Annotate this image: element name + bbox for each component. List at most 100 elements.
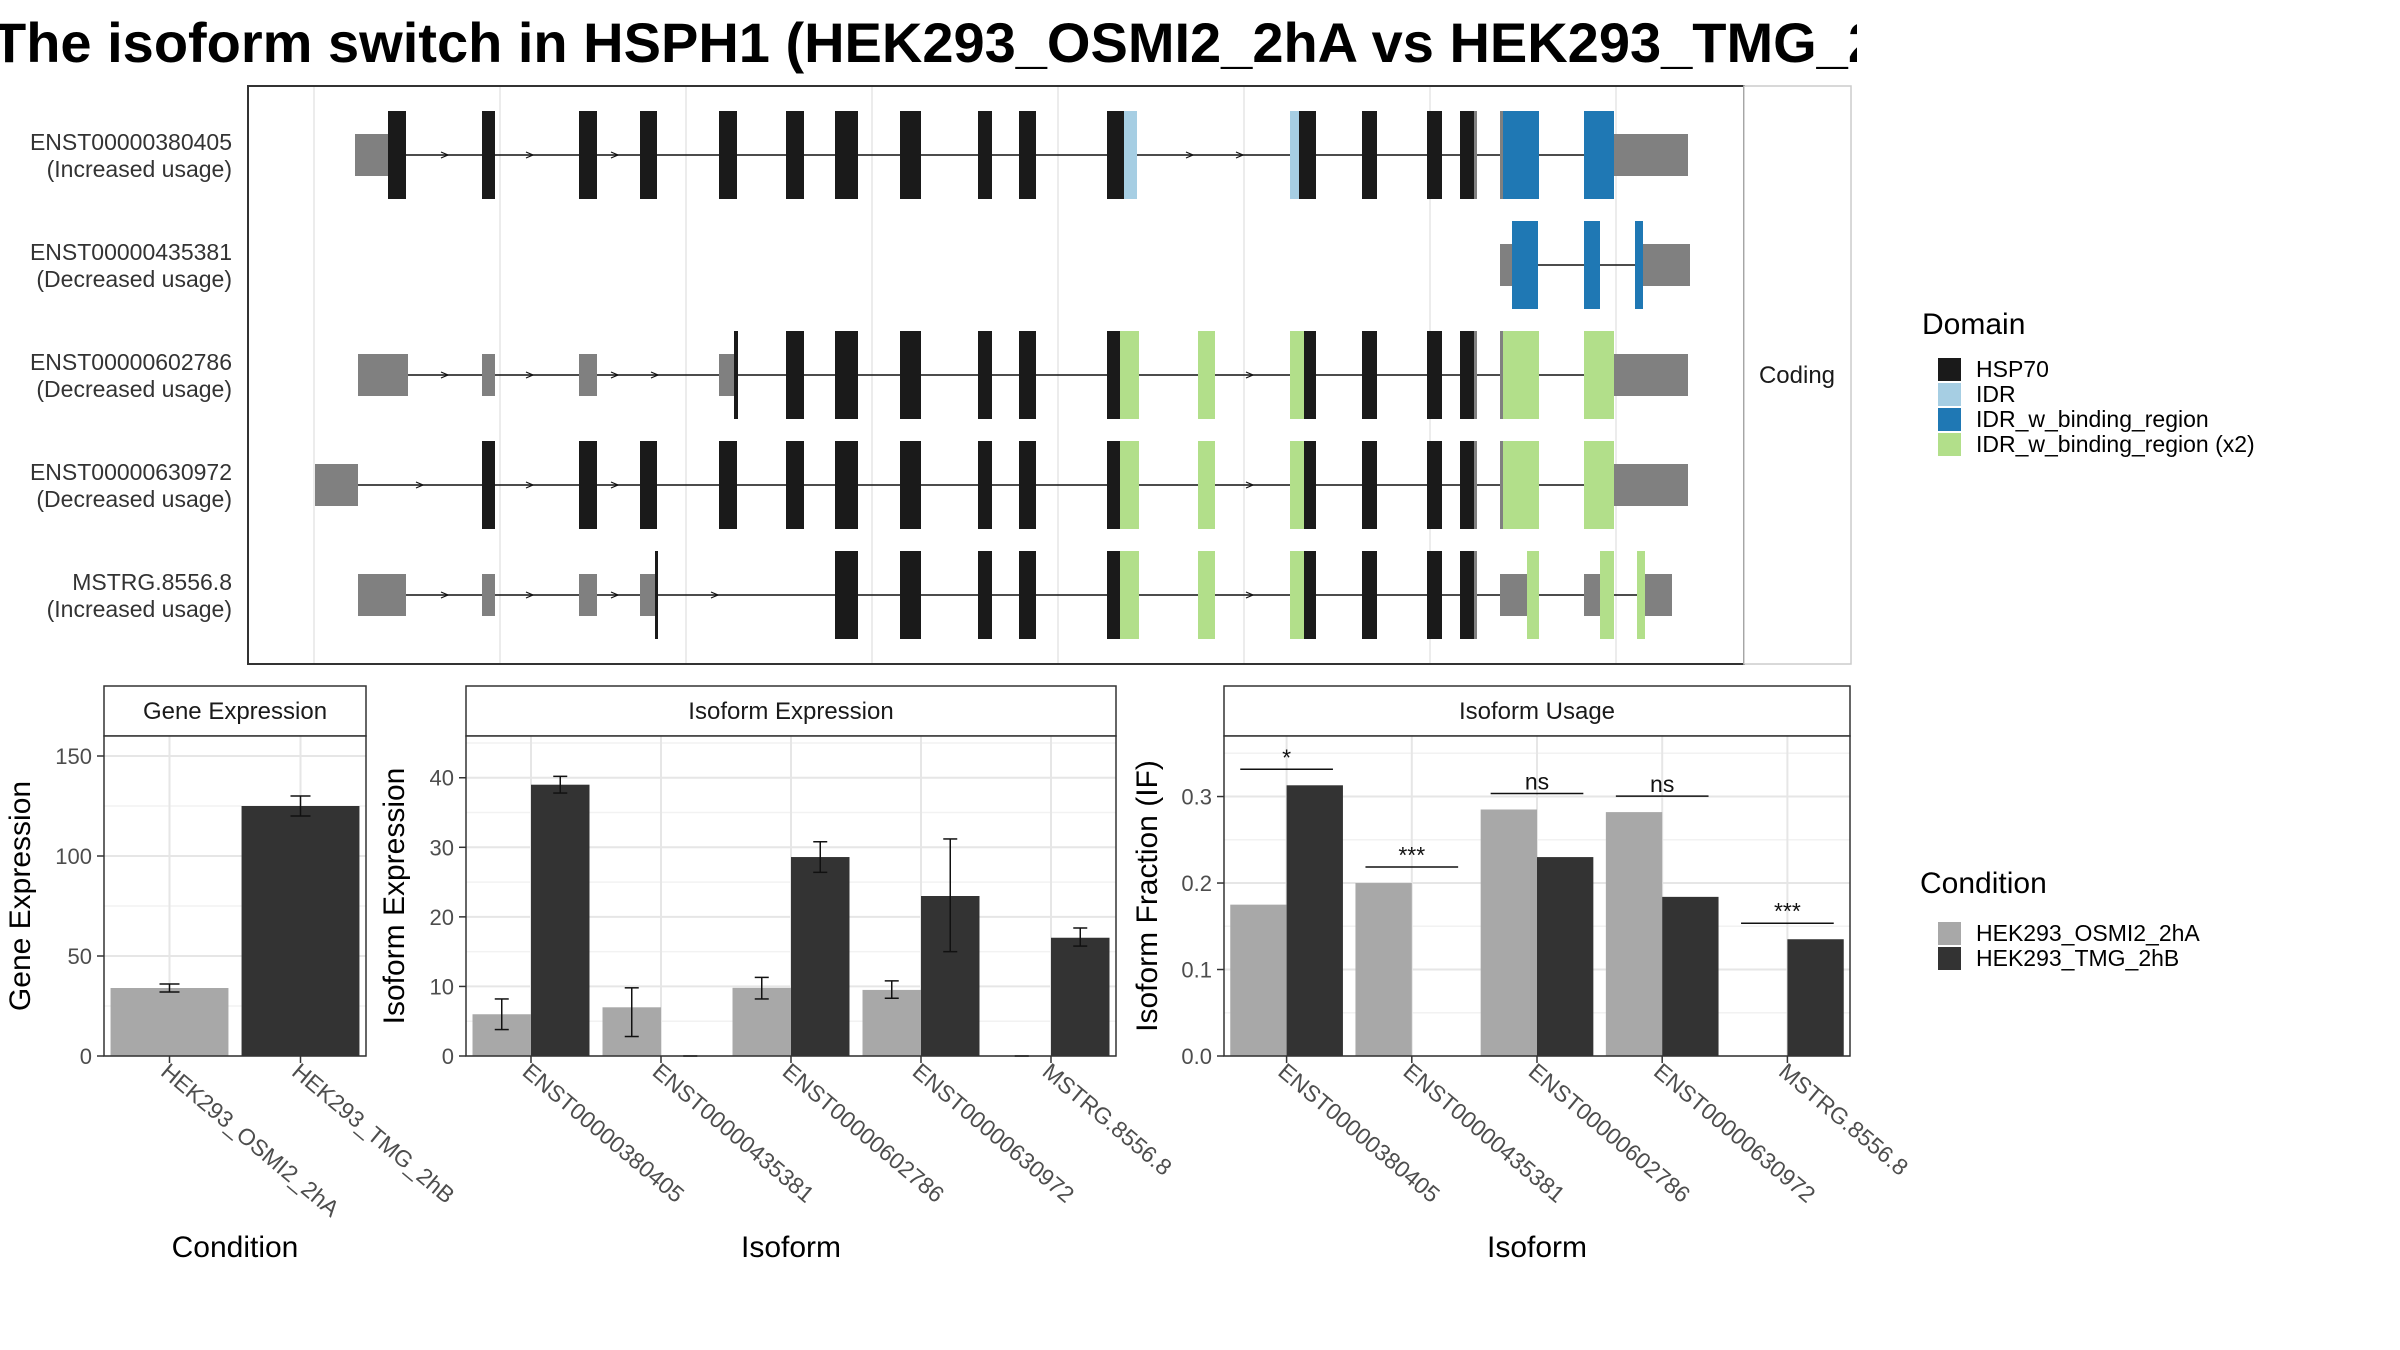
exon-block <box>1019 551 1036 639</box>
bar <box>241 806 360 1056</box>
exon-block <box>1299 111 1316 199</box>
exon-block <box>1503 441 1539 529</box>
isoform-expression-chart: Isoform Expression010203040ENST000003804… <box>378 685 1177 1264</box>
exon-block <box>835 111 858 199</box>
transcript-label-id: ENST00000380405 <box>30 129 232 155</box>
significance-label: *** <box>1774 898 1801 924</box>
exon-block <box>1500 441 1503 529</box>
utr-block <box>1500 244 1512 286</box>
exon-block <box>1474 551 1477 639</box>
bar <box>1605 812 1663 1056</box>
exon-block <box>388 111 406 199</box>
transcript-label-id: ENST00000630972 <box>30 459 232 485</box>
bar <box>791 857 850 1056</box>
exon-block <box>1427 551 1442 639</box>
strand-arrow <box>415 481 425 489</box>
strand-arrow <box>1245 591 1255 599</box>
y-tick-label: 10 <box>430 974 454 999</box>
exon-block <box>978 551 992 639</box>
exon-block <box>786 111 804 199</box>
exon-block <box>1503 111 1539 199</box>
exon-block <box>835 441 858 529</box>
strand-arrow <box>440 151 450 159</box>
significance-label: ns <box>1525 769 1549 795</box>
utr-block <box>1645 574 1672 616</box>
x-axis-title: Condition <box>172 1231 299 1264</box>
exon-block <box>1474 441 1477 529</box>
exon-block <box>1584 441 1614 529</box>
legend-label: HEK293_TMG_2hB <box>1976 945 2179 971</box>
exon-block <box>1362 331 1377 419</box>
exon-block <box>1120 551 1139 639</box>
bar <box>1230 904 1287 1056</box>
exon-block <box>1198 331 1215 419</box>
strand-arrow <box>1245 481 1255 489</box>
facet-strip <box>465 685 1117 737</box>
exon-block <box>1600 551 1614 639</box>
y-tick-label: 100 <box>55 844 92 869</box>
utr-block <box>640 574 655 616</box>
exon-block <box>1198 551 1215 639</box>
exon-block <box>1362 111 1377 199</box>
y-axis-title: Gene Expression <box>4 781 37 1011</box>
exon-block <box>1637 551 1645 639</box>
y-tick-label: 50 <box>68 944 92 969</box>
exon-block <box>1107 331 1120 419</box>
exon-block <box>1500 111 1503 199</box>
utr-block <box>579 574 597 616</box>
x-tick-label: MSTRG.8556.8 <box>1038 1058 1177 1181</box>
y-tick-label: 0 <box>442 1044 454 1069</box>
transcript-model <box>358 331 1688 419</box>
exon-block <box>786 441 804 529</box>
utr-block <box>1610 464 1688 506</box>
strand-arrow <box>610 371 620 379</box>
exon-block <box>1124 111 1137 199</box>
x-tick-label: MSTRG.8556.8 <box>1774 1058 1913 1181</box>
exon-block <box>1427 331 1442 419</box>
transcript-model <box>358 551 1672 639</box>
chart-title: Gene Expression <box>143 698 327 725</box>
exon-block <box>1635 221 1643 309</box>
exon-block <box>1290 111 1299 199</box>
exon-block <box>900 331 921 419</box>
strand-arrow <box>1185 151 1195 159</box>
transcript-label-id: MSTRG.8556.8 <box>72 569 232 595</box>
legend-swatch <box>1938 383 1961 406</box>
exon-block <box>1120 441 1139 529</box>
bar <box>110 988 229 1056</box>
bar <box>1286 785 1343 1056</box>
utr-block <box>482 354 495 396</box>
exon-block <box>579 111 597 199</box>
exon-block <box>640 441 657 529</box>
legend-swatch <box>1938 433 1961 456</box>
exon-block <box>978 441 992 529</box>
y-tick-label: 0 <box>80 1044 92 1069</box>
legend-label: IDR_w_binding_region (x2) <box>1976 431 2255 457</box>
strand-arrow <box>525 151 535 159</box>
domain-legend: Domain HSP70IDRIDR_w_binding_regionIDR_w… <box>1922 308 2255 457</box>
legend-swatch <box>1938 922 1961 945</box>
chart-title: Isoform Expression <box>688 698 893 725</box>
condition-legend-title: Condition <box>1920 867 2047 900</box>
utr-block <box>482 574 495 616</box>
utr-block <box>1643 244 1690 286</box>
exon-block <box>1107 111 1124 199</box>
significance-label: * <box>1282 744 1291 770</box>
exon-block <box>835 551 858 639</box>
exon-block <box>900 111 921 199</box>
transcript-panel: Coding ENST00000380405(Increased usage)E… <box>30 85 1852 665</box>
x-axis-title: Isoform <box>741 1231 841 1264</box>
legend-swatch <box>1938 358 1961 381</box>
exon-block <box>1019 441 1036 529</box>
exon-block <box>1474 331 1477 419</box>
legend-label: IDR_w_binding_region <box>1976 406 2209 432</box>
transcript-label-id: ENST00000435381 <box>30 239 232 265</box>
legend-label: IDR <box>1976 381 2016 407</box>
exon-block <box>1304 441 1316 529</box>
exon-block <box>1019 111 1036 199</box>
bar <box>1051 937 1110 1056</box>
exon-block <box>1120 331 1139 419</box>
exon-block <box>1362 551 1377 639</box>
exon-block <box>1304 551 1316 639</box>
